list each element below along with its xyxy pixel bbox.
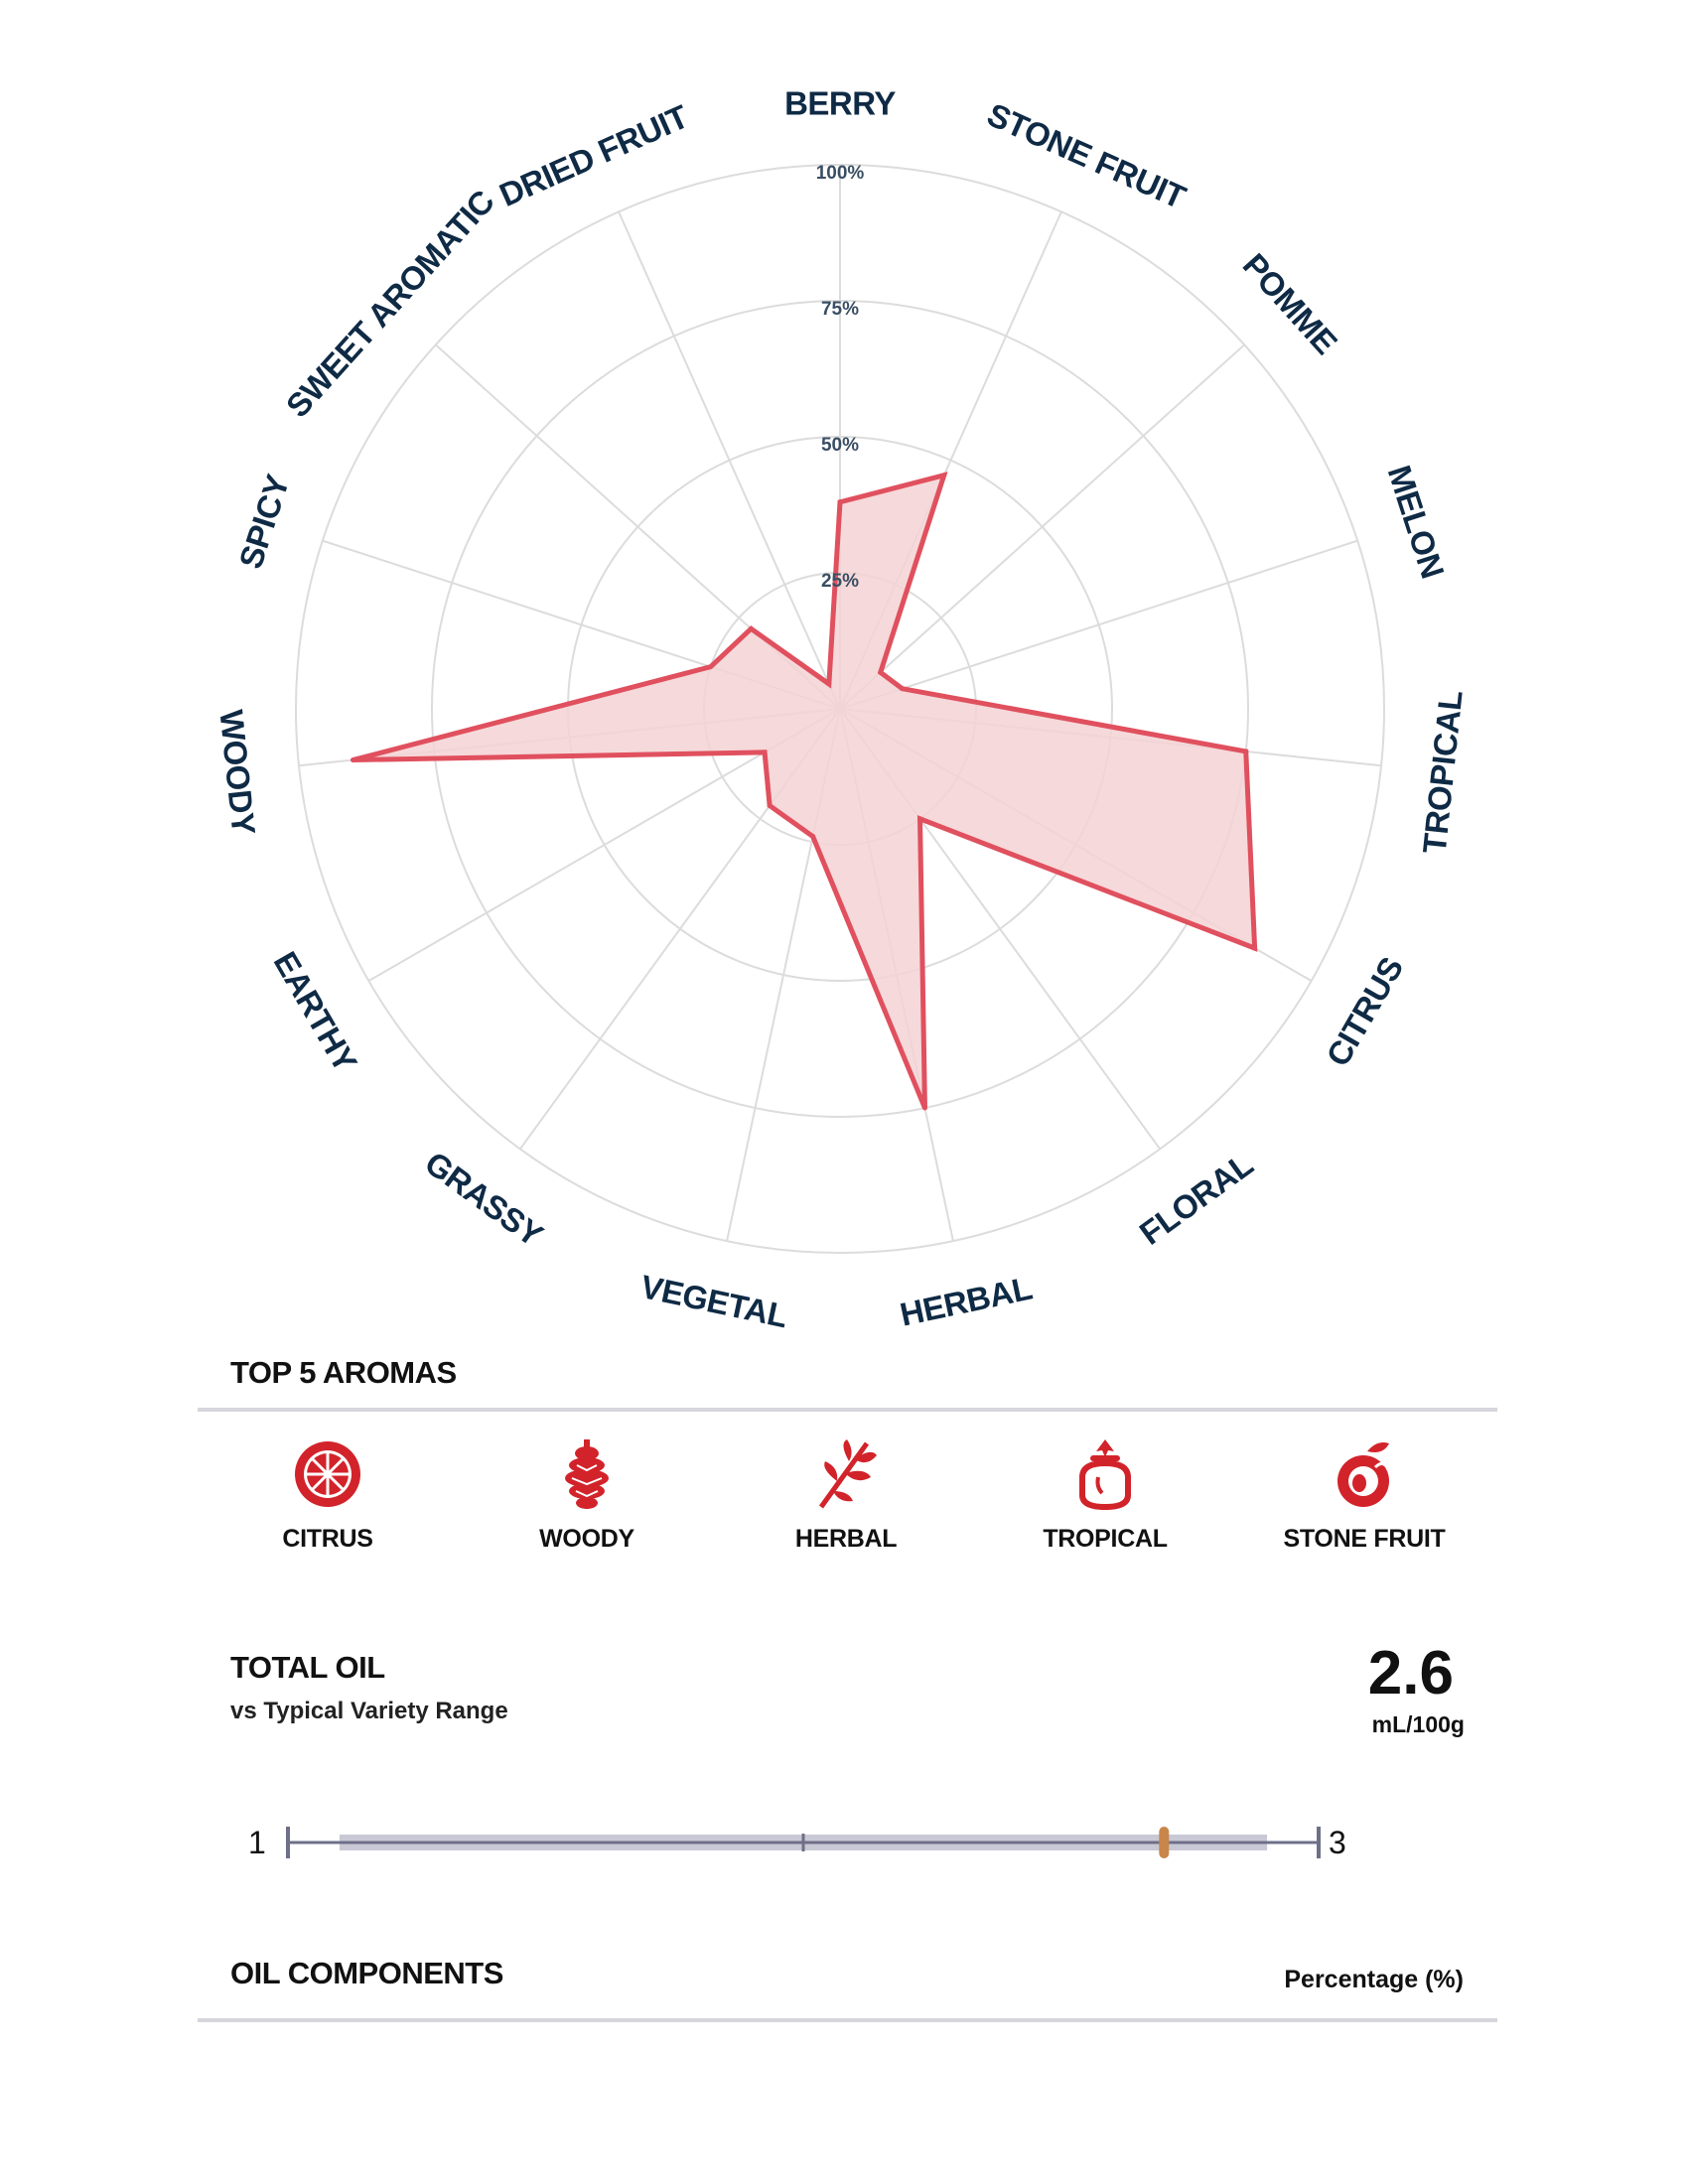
oil-value-marker — [1159, 1827, 1170, 1858]
data-point-dried-fruit — [826, 681, 832, 687]
series-area — [352, 472, 1258, 1109]
data-point-sweet-aromatic — [748, 625, 754, 631]
data-point-berry — [837, 499, 843, 505]
axis-label-berry: BERRY — [784, 85, 896, 122]
herb-leaves-icon — [717, 1437, 975, 1511]
percentage-column-label: Percentage (%) — [1284, 1966, 1464, 1993]
grid-spoke — [618, 210, 841, 710]
axis-label-woody: WOODY — [212, 708, 262, 836]
citrus-slice-icon — [199, 1437, 457, 1511]
oil-components-divider — [198, 2018, 1497, 2022]
data-point-citrus — [1252, 945, 1258, 951]
data-point-woody — [351, 757, 356, 763]
aroma-citrus: CITRUS — [199, 1437, 457, 1554]
r-tick-label: 100% — [816, 163, 865, 184]
aroma-label: TROPICAL — [1043, 1525, 1168, 1553]
data-point-pomme — [878, 669, 884, 675]
aroma-label: WOODY — [539, 1525, 634, 1553]
axis-label-sweet-aromatic: SWEET AROMATIC — [279, 183, 501, 424]
aroma-stone-fruit: STONE FRUIT — [1235, 1437, 1493, 1554]
aroma-woody: WOODY — [458, 1437, 716, 1554]
total-oil-title: TOTAL OIL — [230, 1650, 385, 1685]
stone-fruit-icon — [1235, 1437, 1493, 1511]
r-tick-label: 50% — [821, 435, 859, 456]
axis-label-stone-fruit: STONE FRUIT — [982, 95, 1192, 215]
range-max-label: 3 — [1329, 1825, 1346, 1860]
aroma-herbal: HERBAL — [717, 1437, 975, 1554]
axis-label-herbal: HERBAL — [897, 1270, 1036, 1330]
aroma-label: CITRUS — [282, 1525, 373, 1553]
total-oil-value: 2.6 — [1367, 1639, 1454, 1707]
grid-spoke — [839, 343, 1245, 710]
axis-label-citrus: CITRUS — [1319, 951, 1410, 1072]
aroma-label: STONE FRUIT — [1283, 1525, 1446, 1553]
data-point-floral — [917, 816, 923, 822]
axis-label-vegetal: VEGETAL — [637, 1268, 791, 1330]
aroma-tropical: TROPICAL — [976, 1437, 1234, 1554]
axis-label-floral: FLORAL — [1133, 1146, 1260, 1252]
axis-label-pomme: POMME — [1236, 246, 1344, 361]
range-min-label: 1 — [248, 1825, 266, 1860]
axis-label-dried-fruit: DRIED FRUIT — [493, 97, 693, 213]
pinecone-icon — [458, 1437, 716, 1511]
pineapple-icon — [976, 1437, 1234, 1511]
data-point-grassy — [767, 803, 773, 809]
axis-label-grassy: GRASSY — [418, 1144, 549, 1253]
top-aromas-title: TOP 5 AROMAS — [230, 1355, 457, 1390]
data-point-melon — [900, 686, 906, 692]
aroma-label: HERBAL — [794, 1525, 898, 1553]
axis-label-earthy: EARTHY — [267, 945, 365, 1078]
data-point-tropical — [1243, 749, 1249, 754]
oil-components-title: OIL COMPONENTS — [230, 1956, 503, 1990]
r-tick-label: 25% — [821, 571, 859, 592]
data-point-spicy — [708, 664, 714, 670]
grid-spoke — [839, 539, 1358, 710]
axis-label-melon: MELON — [1381, 461, 1452, 582]
total-oil-unit: mL/100g — [1371, 1711, 1465, 1737]
axis-label-spicy: SPICY — [231, 470, 296, 573]
total-oil-subtitle: vs Typical Variety Range — [230, 1698, 508, 1724]
aroma-radar-chart: 25% 50% 75% 100% BERRY STONE FRUIT POMME MELON T… — [212, 85, 1470, 1331]
data-point-herbal — [921, 1105, 927, 1111]
data-point-stone-fruit — [941, 473, 947, 478]
oil-range-bar — [286, 1827, 1321, 1858]
r-tick-label: 75% — [821, 299, 859, 320]
data-point-vegetal — [810, 834, 816, 840]
top-aromas-divider — [198, 1408, 1497, 1412]
data-point-earthy — [762, 750, 768, 755]
axis-label-tropical: TROPICAL — [1416, 689, 1470, 856]
